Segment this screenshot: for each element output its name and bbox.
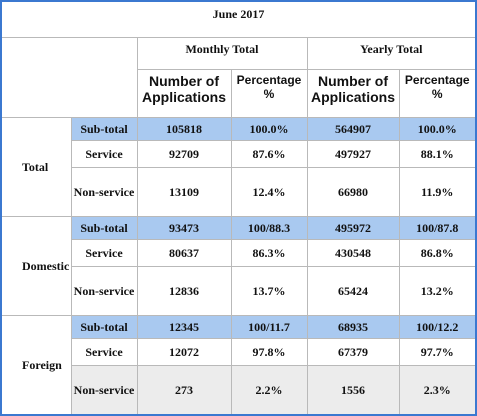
table-title: June 2017 <box>0 0 477 38</box>
value-cell: 67379 <box>306 338 400 366</box>
value-cell: 100/11.7 <box>230 315 308 339</box>
value-cell: 97.7% <box>398 338 477 366</box>
row-label: Non-service <box>70 167 138 217</box>
column-group: Yearly Total <box>306 37 477 70</box>
row-label: Sub-total <box>70 216 138 240</box>
value-cell: 13.7% <box>230 266 308 316</box>
row-label: Service <box>70 239 138 267</box>
value-cell: 564907 <box>306 117 400 141</box>
value-cell: 100.0% <box>398 117 477 141</box>
group-label: Foreign <box>0 315 72 416</box>
value-cell: 65424 <box>306 266 400 316</box>
value-cell: 13109 <box>136 167 232 217</box>
value-cell: 12072 <box>136 338 232 366</box>
value-cell: 100/12.2 <box>398 315 477 339</box>
value-cell: 100/88.3 <box>230 216 308 240</box>
row-label: Sub-total <box>70 117 138 141</box>
value-cell: 86.8% <box>398 239 477 267</box>
table-row: Non-service 12836 13.7% 65424 13.2% <box>1 266 477 316</box>
value-cell: 88.1% <box>398 140 477 168</box>
column-header: Number of Applications <box>136 69 232 118</box>
value-cell: 430548 <box>306 239 400 267</box>
group-label: Domestic <box>0 216 72 316</box>
value-cell: 105818 <box>136 117 232 141</box>
row-label: Non-service <box>70 365 138 416</box>
column-group: Monthly Total <box>136 37 308 70</box>
value-cell: 93473 <box>136 216 232 240</box>
value-cell: 12345 <box>136 315 232 339</box>
value-cell: 273 <box>136 365 232 416</box>
value-cell: 497927 <box>306 140 400 168</box>
value-cell: 97.8% <box>230 338 308 366</box>
value-cell: 100/87.8 <box>398 216 477 240</box>
value-cell: 87.6% <box>230 140 308 168</box>
corner-cell <box>0 37 138 118</box>
column-header: Percentage % <box>230 69 308 118</box>
value-cell: 100.0% <box>230 117 308 141</box>
row-label: Service <box>70 140 138 168</box>
value-cell: 11.9% <box>398 167 477 217</box>
value-cell: 13.2% <box>398 266 477 316</box>
value-cell: 2.2% <box>230 365 308 416</box>
table-row: Service 12072 97.8% 67379 97.7% <box>1 338 477 366</box>
value-cell: 12836 <box>136 266 232 316</box>
value-cell: 1556 <box>306 365 400 416</box>
value-cell: 92709 <box>136 140 232 168</box>
value-cell: 66980 <box>306 167 400 217</box>
column-header: Percentage % <box>398 69 477 118</box>
value-cell: 68935 <box>306 315 400 339</box>
value-cell: 12.4% <box>230 167 308 217</box>
table-row: Service 92709 87.6% 497927 88.1% <box>1 140 477 168</box>
value-cell: 495972 <box>306 216 400 240</box>
table-row: Service 80637 86.3% 430548 86.8% <box>1 239 477 267</box>
table-row: Foreign Sub-total 12345 100/11.7 68935 100/12… <box>0 315 477 416</box>
column-header: Number of Applications <box>306 69 400 118</box>
group-label: Total <box>0 117 72 217</box>
value-cell: 86.3% <box>230 239 308 267</box>
row-label: Service <box>70 338 138 366</box>
table-row: Total Sub-total 105818 100.0% 564907 100.0% <box>0 117 477 217</box>
table-row: Domestic Sub-total 93473 100/88.3 495972 100/… <box>0 216 477 316</box>
value-cell: 80637 <box>136 239 232 267</box>
value-cell: 2.3% <box>398 365 477 416</box>
table-row: Non-service 13109 12.4% 66980 11.9% <box>1 167 477 217</box>
table-row: Non-service 273 2.2% 1556 2.3% <box>1 365 477 416</box>
row-label: Sub-total <box>70 315 138 339</box>
row-label: Non-service <box>70 266 138 316</box>
